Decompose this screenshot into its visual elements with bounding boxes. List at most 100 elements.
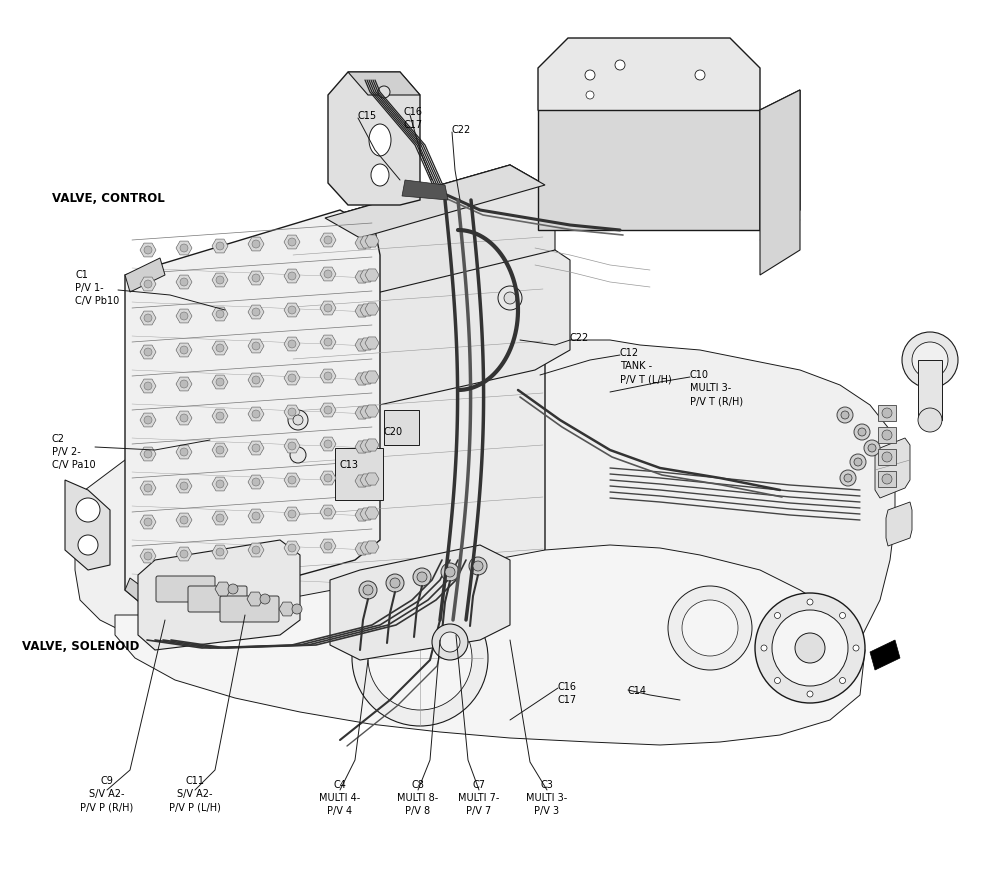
Text: C17: C17 [558, 695, 577, 705]
Polygon shape [140, 481, 156, 495]
Polygon shape [355, 305, 369, 317]
FancyBboxPatch shape [156, 576, 215, 602]
Circle shape [324, 236, 332, 244]
Polygon shape [360, 474, 374, 486]
Polygon shape [176, 275, 192, 289]
Polygon shape [140, 549, 156, 563]
Circle shape [216, 480, 224, 488]
Circle shape [144, 246, 152, 254]
Polygon shape [284, 541, 300, 555]
Text: C17: C17 [403, 120, 422, 130]
Polygon shape [212, 307, 228, 321]
Polygon shape [325, 165, 545, 238]
Polygon shape [355, 441, 369, 453]
Polygon shape [328, 72, 420, 205]
Text: C14: C14 [628, 686, 647, 696]
Circle shape [844, 474, 852, 482]
Text: MULTI 3-: MULTI 3- [690, 383, 731, 393]
Bar [918, 360, 942, 420]
Polygon shape [330, 545, 510, 660]
Circle shape [288, 442, 296, 450]
Text: C7: C7 [473, 780, 486, 790]
Polygon shape [760, 90, 800, 275]
Polygon shape [320, 539, 336, 553]
Polygon shape [360, 406, 374, 418]
Polygon shape [320, 301, 336, 315]
Polygon shape [355, 373, 369, 385]
Circle shape [252, 274, 260, 282]
Circle shape [850, 454, 866, 470]
Polygon shape [320, 505, 336, 519]
Circle shape [144, 416, 152, 424]
Polygon shape [284, 371, 300, 385]
Polygon shape [125, 258, 165, 292]
Polygon shape [140, 447, 156, 461]
Text: C22: C22 [570, 333, 589, 343]
Circle shape [260, 594, 270, 604]
Circle shape [469, 557, 487, 575]
Circle shape [473, 561, 483, 571]
Ellipse shape [371, 164, 389, 186]
Polygon shape [176, 547, 192, 561]
Circle shape [378, 86, 390, 98]
Ellipse shape [369, 124, 391, 156]
Text: C15: C15 [358, 111, 377, 121]
Circle shape [755, 593, 865, 703]
Circle shape [288, 340, 296, 348]
Polygon shape [212, 545, 228, 559]
Circle shape [252, 308, 260, 316]
Polygon shape [248, 271, 264, 285]
Circle shape [180, 346, 188, 354]
Polygon shape [284, 473, 300, 487]
Polygon shape [355, 543, 369, 555]
Text: P/V 2-: P/V 2- [52, 447, 81, 457]
Circle shape [288, 544, 296, 552]
Circle shape [504, 292, 516, 304]
Polygon shape [248, 305, 264, 319]
Text: C8: C8 [412, 780, 424, 790]
Circle shape [853, 645, 859, 651]
Circle shape [293, 415, 303, 425]
Circle shape [144, 280, 152, 288]
Circle shape [288, 272, 296, 280]
Polygon shape [125, 578, 160, 615]
Polygon shape [538, 38, 760, 142]
Polygon shape [212, 239, 228, 253]
Text: C3: C3 [541, 780, 553, 790]
Circle shape [144, 552, 152, 560]
Circle shape [216, 378, 224, 386]
Circle shape [413, 568, 431, 586]
Circle shape [252, 342, 260, 350]
Circle shape [386, 574, 404, 592]
Polygon shape [355, 339, 369, 351]
Circle shape [840, 612, 846, 619]
Circle shape [252, 410, 260, 418]
Circle shape [180, 244, 188, 252]
Polygon shape [284, 439, 300, 453]
Polygon shape [248, 237, 264, 251]
Circle shape [144, 348, 152, 356]
Polygon shape [176, 241, 192, 255]
Circle shape [498, 286, 522, 310]
Polygon shape [140, 243, 156, 257]
Circle shape [324, 304, 332, 312]
Text: P/V P (L/H): P/V P (L/H) [169, 802, 221, 812]
Circle shape [682, 600, 738, 656]
Circle shape [440, 632, 460, 652]
Circle shape [918, 408, 942, 432]
Circle shape [324, 542, 332, 550]
Circle shape [324, 440, 332, 448]
Text: P/V 1-: P/V 1- [75, 283, 104, 293]
Circle shape [216, 242, 224, 250]
Polygon shape [248, 373, 264, 387]
Circle shape [216, 412, 224, 420]
Circle shape [180, 414, 188, 422]
Polygon shape [212, 511, 228, 525]
Polygon shape [212, 477, 228, 491]
Polygon shape [176, 479, 192, 493]
Circle shape [216, 276, 224, 284]
Circle shape [774, 612, 780, 619]
Circle shape [252, 512, 260, 520]
Circle shape [882, 408, 892, 418]
Circle shape [288, 476, 296, 484]
